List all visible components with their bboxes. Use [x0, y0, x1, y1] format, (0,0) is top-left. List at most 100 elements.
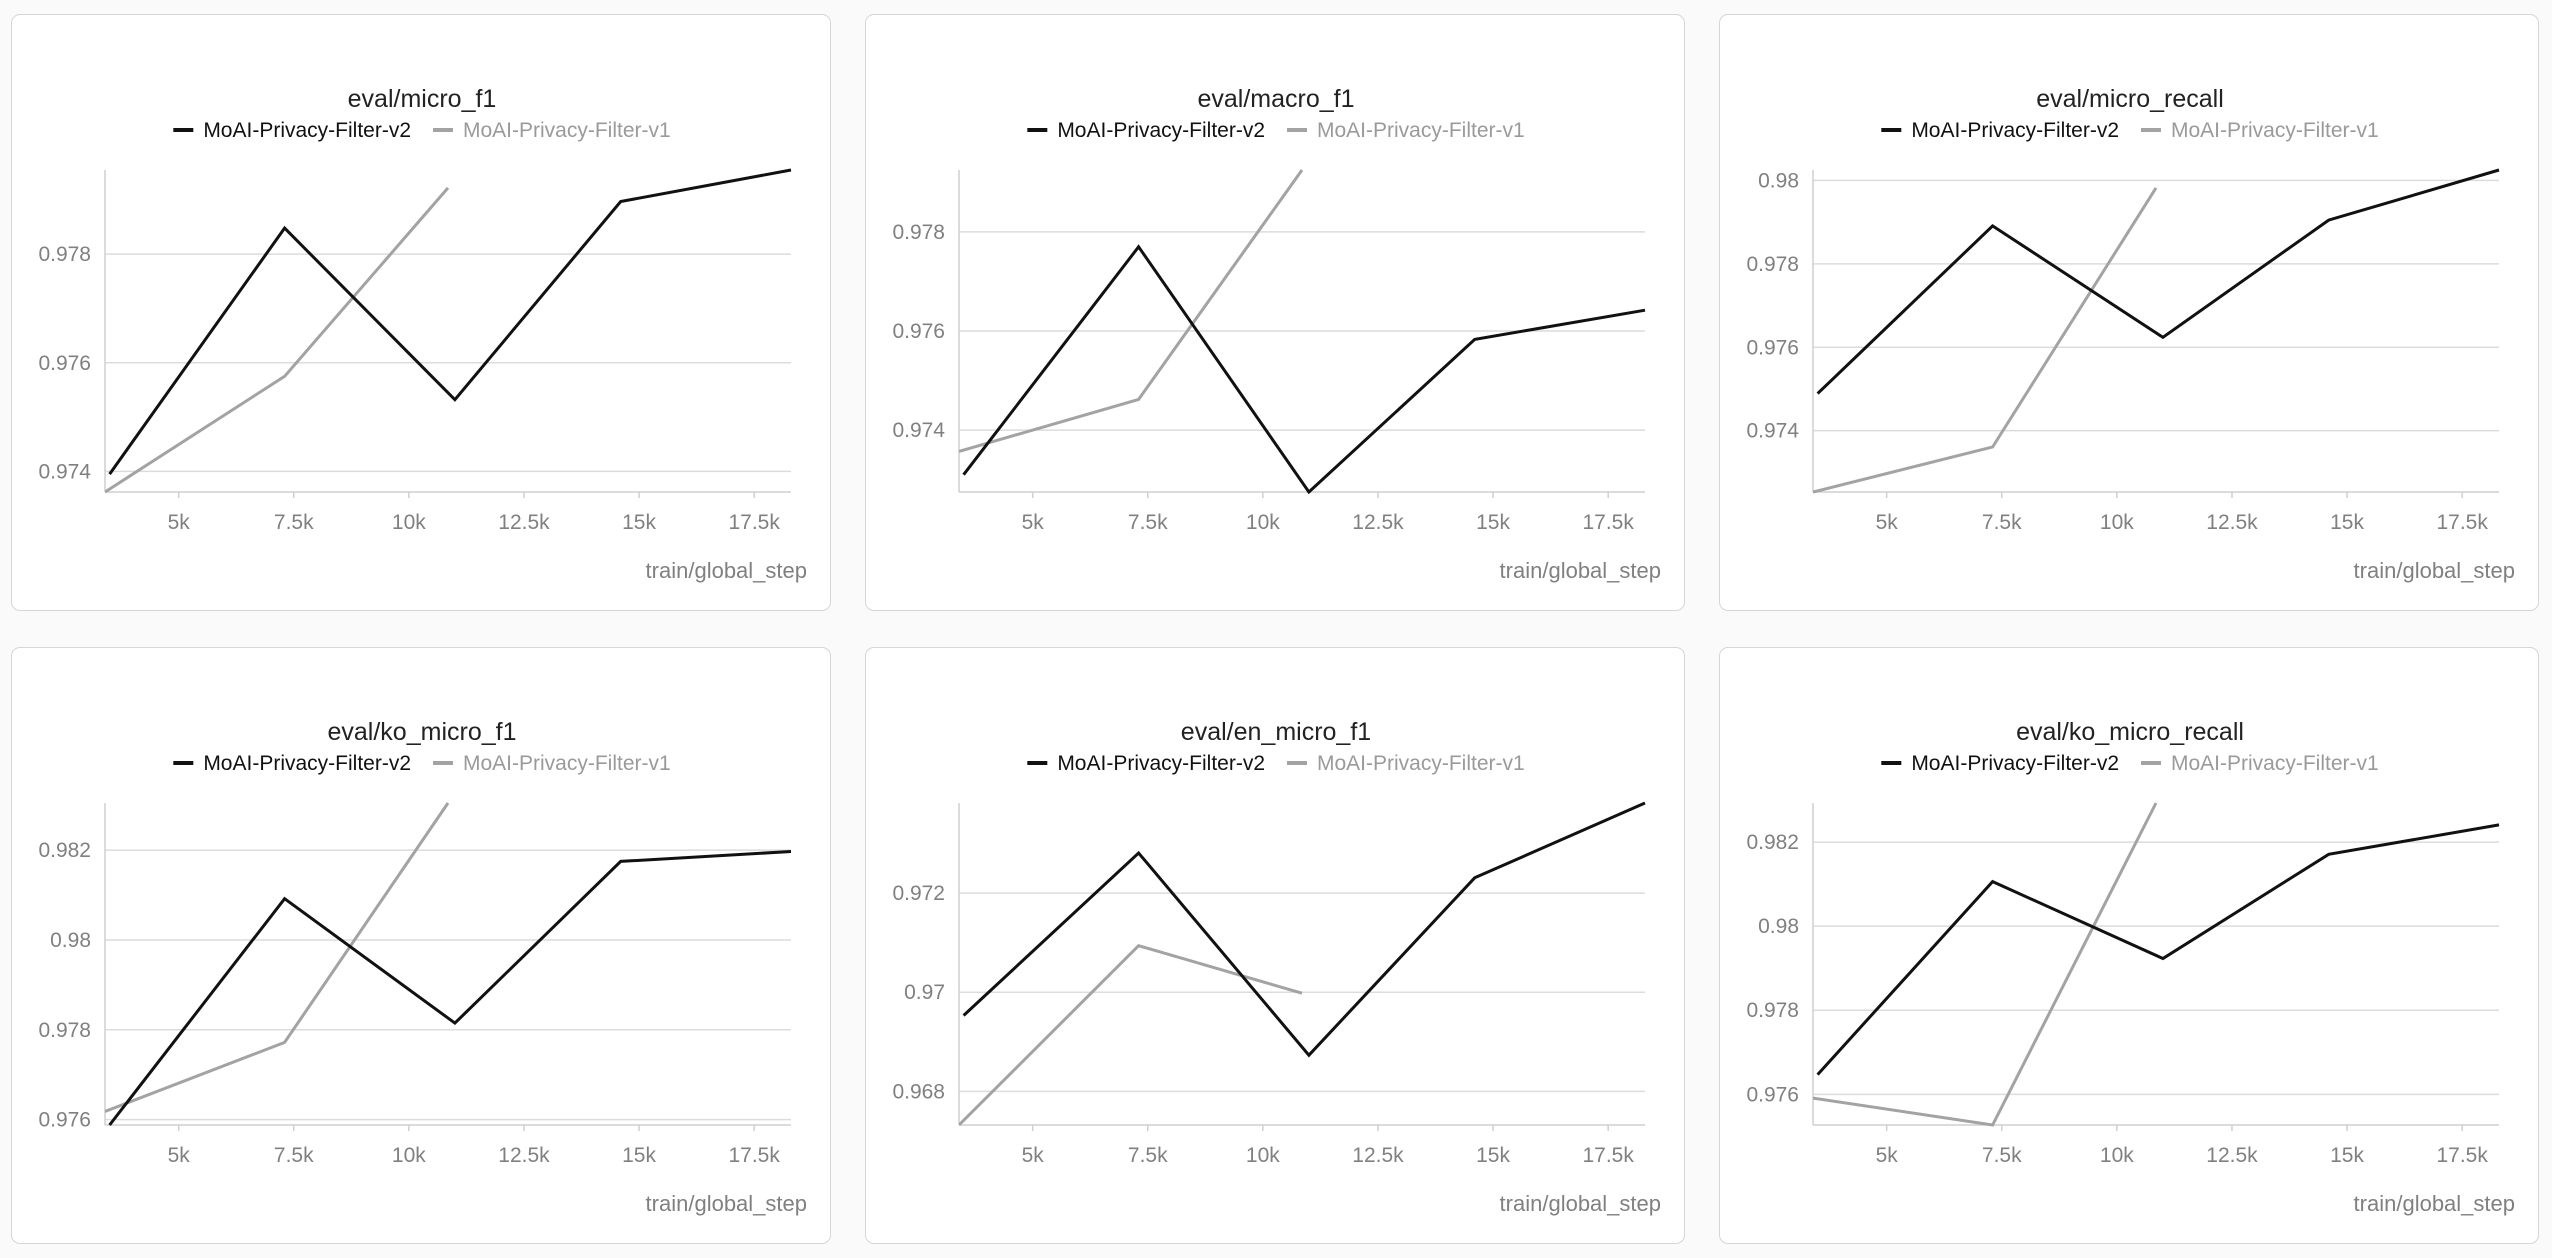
y-tick-label: 0.976	[1746, 336, 1799, 359]
x-tick-label: 15k	[2330, 511, 2364, 534]
x-tick-label: 5k	[1876, 511, 1899, 534]
chart-panel-macro-f1: eval/macro_f1 MoAI-Privacy-Filter-v2 MoAI-…	[865, 14, 1685, 611]
y-tick-label: 0.972	[892, 882, 945, 905]
series-line-v1	[105, 802, 450, 1113]
legend-item: MoAI-Privacy-Filter-v2	[173, 119, 411, 142]
legend-item: MoAI-Privacy-Filter-v2	[1881, 752, 2119, 775]
chart-panel-ko-micro-f1: eval/ko_micro_f1 MoAI-Privacy-Filter-v2 Mo…	[11, 647, 831, 1244]
x-tick-label: 17.5k	[1582, 1144, 1634, 1167]
x-tick-label: 10k	[392, 511, 426, 534]
x-tick-label: 7.5k	[1128, 1144, 1168, 1167]
series-line-v1	[959, 169, 1304, 453]
y-tick-label: 0.978	[1746, 999, 1799, 1022]
y-tick-label: 0.982	[38, 839, 91, 862]
x-tick-label: 15k	[2330, 1144, 2364, 1167]
x-tick-label: 5k	[168, 1144, 191, 1167]
chart-title: eval/micro_f1	[348, 85, 497, 113]
series-line-v2	[108, 168, 792, 475]
y-tick-label: 0.98	[1758, 169, 1799, 192]
x-tick-label: 5k	[168, 511, 191, 534]
x-tick-label: 12.5k	[498, 511, 550, 534]
x-tick-label: 5k	[1876, 1144, 1899, 1167]
legend-label: MoAI-Privacy-Filter-v2	[1911, 752, 2119, 775]
y-tick-label: 0.98	[1758, 915, 1799, 938]
x-tick-label: 15k	[1476, 511, 1510, 534]
legend-item: MoAI-Privacy-Filter-v2	[1881, 119, 2119, 142]
y-tick-label: 0.974	[38, 460, 91, 483]
legend-item: MoAI-Privacy-Filter-v1	[2141, 119, 2379, 142]
x-axis-label: train/global_step	[1500, 558, 1661, 583]
legend-item: MoAI-Privacy-Filter-v2	[1027, 119, 1265, 142]
x-tick-label: 17.5k	[1582, 511, 1634, 534]
chart-legend: MoAI-Privacy-Filter-v2 MoAI-Privacy-Filte…	[1881, 119, 2379, 142]
series-line-v2	[108, 850, 792, 1126]
chart-legend: MoAI-Privacy-Filter-v2 MoAI-Privacy-Filte…	[1027, 119, 1525, 142]
x-axis-label: train/global_step	[2354, 558, 2515, 583]
x-tick-label: 12.5k	[2206, 511, 2258, 534]
y-tick-label: 0.978	[892, 221, 945, 244]
x-tick-label: 10k	[2100, 1144, 2134, 1167]
x-tick-label: 7.5k	[1982, 511, 2022, 534]
x-axis-label: train/global_step	[646, 558, 807, 583]
x-tick-label: 10k	[1246, 1144, 1280, 1167]
x-tick-label: 10k	[2100, 511, 2134, 534]
legend-item: MoAI-Privacy-Filter-v2	[173, 752, 411, 775]
legend-label: MoAI-Privacy-Filter-v2	[203, 752, 411, 775]
chart-legend: MoAI-Privacy-Filter-v2 MoAI-Privacy-Filte…	[1027, 752, 1525, 775]
x-tick-label: 7.5k	[274, 511, 314, 534]
legend-label: MoAI-Privacy-Filter-v1	[1317, 119, 1525, 142]
legend-item: MoAI-Privacy-Filter-v1	[433, 119, 671, 142]
x-axis-label: train/global_step	[1500, 1191, 1661, 1216]
x-tick-label: 17.5k	[728, 1144, 780, 1167]
legend-item: MoAI-Privacy-Filter-v2	[1027, 752, 1265, 775]
chart-svg-ko-micro-recall: eval/ko_micro_recall MoAI-Privacy-Filter-…	[1746, 718, 2515, 1216]
legend-label: MoAI-Privacy-Filter-v2	[1911, 119, 2119, 142]
legend-label: MoAI-Privacy-Filter-v1	[463, 119, 671, 142]
series-line-v1	[1813, 802, 2158, 1127]
chart-title: eval/macro_f1	[1197, 85, 1354, 113]
y-tick-label: 0.982	[1746, 831, 1799, 854]
y-tick-label: 0.976	[38, 1109, 91, 1132]
y-tick-label: 0.978	[38, 1019, 91, 1042]
x-tick-label: 17.5k	[2436, 511, 2488, 534]
series-line-v1	[1813, 187, 2158, 494]
legend-label: MoAI-Privacy-Filter-v2	[203, 119, 411, 142]
y-tick-label: 0.978	[38, 243, 91, 266]
x-tick-label: 12.5k	[1352, 1144, 1404, 1167]
chart-legend: MoAI-Privacy-Filter-v2 MoAI-Privacy-Filte…	[173, 752, 671, 775]
legend-label: MoAI-Privacy-Filter-v1	[2171, 752, 2379, 775]
legend-label: MoAI-Privacy-Filter-v1	[463, 752, 671, 775]
chart-title: eval/ko_micro_recall	[2016, 718, 2244, 746]
chart-legend: MoAI-Privacy-Filter-v2 MoAI-Privacy-Filte…	[1881, 752, 2379, 775]
y-tick-label: 0.976	[1746, 1083, 1799, 1106]
x-axis-label: train/global_step	[646, 1191, 807, 1216]
chart-title: eval/micro_recall	[2036, 85, 2224, 113]
series-line-v2	[962, 244, 1646, 494]
x-tick-label: 10k	[392, 1144, 426, 1167]
series-line-v2	[1816, 823, 2500, 1076]
x-tick-label: 15k	[622, 511, 656, 534]
x-tick-label: 5k	[1022, 1144, 1045, 1167]
series-line-v1	[959, 944, 1303, 1127]
x-tick-label: 12.5k	[1352, 511, 1404, 534]
y-tick-label: 0.974	[1746, 420, 1799, 443]
legend-item: MoAI-Privacy-Filter-v1	[1287, 119, 1525, 142]
y-tick-label: 0.968	[892, 1080, 945, 1103]
chart-panel-en-micro-f1: eval/en_micro_f1 MoAI-Privacy-Filter-v2 Mo…	[865, 647, 1685, 1244]
x-tick-label: 15k	[1476, 1144, 1510, 1167]
y-tick-label: 0.978	[1746, 253, 1799, 276]
legend-label: MoAI-Privacy-Filter-v2	[1057, 752, 1265, 775]
y-tick-label: 0.97	[904, 981, 945, 1004]
x-tick-label: 7.5k	[1128, 511, 1168, 534]
series-line-v2	[962, 801, 1646, 1058]
y-tick-label: 0.976	[892, 320, 945, 343]
x-tick-label: 17.5k	[728, 511, 780, 534]
chart-panel-micro-f1: eval/micro_f1 MoAI-Privacy-Filter-v2 MoAI-…	[11, 14, 831, 611]
series-line-v2	[1816, 168, 2500, 395]
legend-item: MoAI-Privacy-Filter-v1	[2141, 752, 2379, 775]
x-tick-label: 10k	[1246, 511, 1280, 534]
legend-label: MoAI-Privacy-Filter-v1	[1317, 752, 1525, 775]
